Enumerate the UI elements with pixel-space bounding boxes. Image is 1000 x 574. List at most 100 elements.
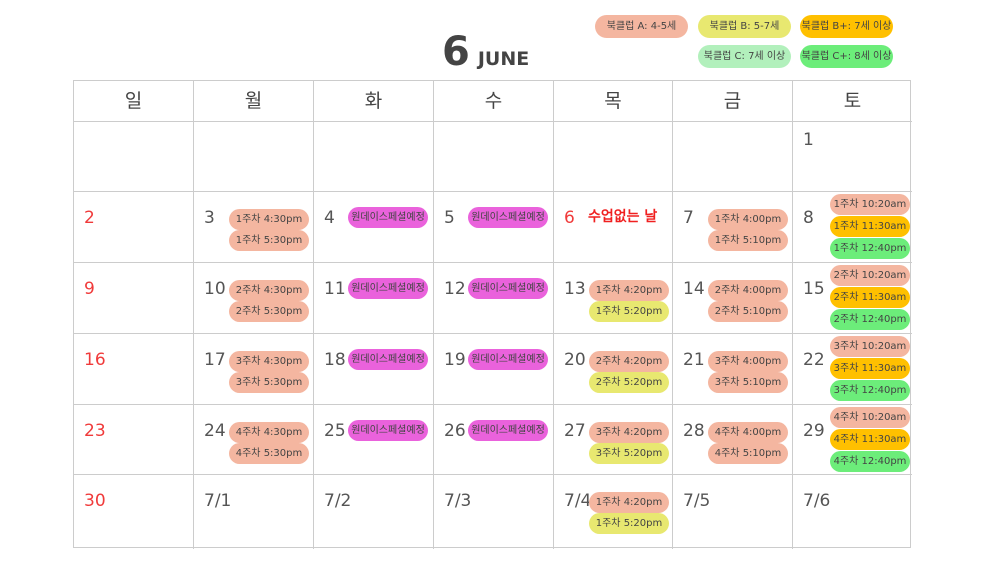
day-number: 25 <box>324 421 346 441</box>
class-event-pill[interactable]: 1주차 4:20pm <box>589 492 669 513</box>
day-cell[interactable]: 23 <box>74 405 194 475</box>
class-event-pill[interactable]: 4주차 4:30pm <box>229 422 309 443</box>
class-event-pill[interactable]: 3주차 5:30pm <box>229 372 309 393</box>
day-number: 2 <box>84 208 95 228</box>
day-cell[interactable]: 17 3주차 4:30pm 3주차 5:30pm <box>194 334 314 405</box>
class-event-pill[interactable]: 2주차 5:10pm <box>708 301 788 322</box>
class-event-pill[interactable]: 1주차 5:10pm <box>708 230 788 251</box>
day-cell[interactable]: 7/5 <box>673 475 793 549</box>
class-event-pill[interactable]: 3주차 5:20pm <box>589 443 669 464</box>
class-event-pill[interactable]: 2주차 5:20pm <box>589 372 669 393</box>
day-cell[interactable] <box>314 122 434 192</box>
day-cell[interactable]: 18 원데이스페셜예정 <box>314 334 434 405</box>
day-cell[interactable] <box>194 122 314 192</box>
oneday-event-pill[interactable]: 원데이스페셜예정 <box>348 207 428 228</box>
day-number: 7/5 <box>683 491 711 511</box>
class-event-pill[interactable]: 3주차 5:10pm <box>708 372 788 393</box>
day-cell[interactable]: 2 <box>74 192 194 263</box>
day-cell[interactable] <box>74 122 194 192</box>
oneday-event-pill[interactable]: 원데이스페셜예정 <box>468 278 548 299</box>
class-event-pill[interactable]: 2주차 5:30pm <box>229 301 309 322</box>
oneday-event-pill[interactable]: 원데이스페셜예정 <box>348 278 428 299</box>
class-event-pill[interactable]: 1주차 5:20pm <box>589 301 669 322</box>
day-cell[interactable]: 4 원데이스페셜예정 <box>314 192 434 263</box>
day-number: 7/6 <box>803 491 831 511</box>
day-cell[interactable] <box>434 122 554 192</box>
day-cell[interactable]: 7/6 <box>793 475 912 549</box>
day-cell[interactable]: 1 <box>793 122 912 192</box>
class-event-pill[interactable]: 4주차 4:00pm <box>708 422 788 443</box>
day-cell[interactable]: 27 3주차 4:20pm 3주차 5:20pm <box>554 405 673 475</box>
day-cell[interactable]: 7/4 1주차 4:20pm 1주차 5:20pm <box>554 475 673 549</box>
oneday-event-pill[interactable]: 원데이스페셜예정 <box>348 349 428 370</box>
day-cell[interactable]: 16 <box>74 334 194 405</box>
day-cell[interactable]: 7/1 <box>194 475 314 549</box>
day-cell[interactable]: 21 3주차 4:00pm 3주차 5:10pm <box>673 334 793 405</box>
day-cell[interactable]: 19 원데이스페셜예정 <box>434 334 554 405</box>
day-number: 7/2 <box>324 491 352 511</box>
class-event-pill[interactable]: 3주차 11:30am <box>830 358 910 379</box>
class-event-pill[interactable]: 1주차 5:30pm <box>229 230 309 251</box>
class-event-pill[interactable]: 2주차 4:00pm <box>708 280 788 301</box>
oneday-event-pill[interactable]: 원데이스페셜예정 <box>468 420 548 441</box>
day-cell[interactable] <box>554 122 673 192</box>
day-cell[interactable]: 15 2주차 10:20am 2주차 11:30am 2주차 12:40pm <box>793 263 912 334</box>
class-event-pill[interactable]: 1주차 10:20am <box>830 194 910 215</box>
oneday-event-pill[interactable]: 원데이스페셜예정 <box>468 349 548 370</box>
class-event-pill[interactable]: 1주차 11:30am <box>830 216 910 237</box>
day-cell[interactable]: 25 원데이스페셜예정 <box>314 405 434 475</box>
day-number: 8 <box>803 208 814 228</box>
month-number: 6 <box>442 29 470 75</box>
day-cell[interactable]: 10 2주차 4:30pm 2주차 5:30pm <box>194 263 314 334</box>
class-event-pill[interactable]: 3주차 12:40pm <box>830 380 910 401</box>
day-cell[interactable]: 30 <box>74 475 194 549</box>
class-event-pill[interactable]: 2주차 11:30am <box>830 287 910 308</box>
day-cell[interactable]: 29 4주차 10:20am 4주차 11:30am 4주차 12:40pm <box>793 405 912 475</box>
day-cell[interactable]: 5 원데이스페셜예정 <box>434 192 554 263</box>
class-event-pill[interactable]: 1주차 5:20pm <box>589 513 669 534</box>
day-number: 16 <box>84 350 106 370</box>
class-event-pill[interactable]: 4주차 5:30pm <box>229 443 309 464</box>
day-cell[interactable]: 12 원데이스페셜예정 <box>434 263 554 334</box>
day-number: 11 <box>324 279 346 299</box>
day-cell[interactable]: 7/2 <box>314 475 434 549</box>
day-cell[interactable]: 13 1주차 4:20pm 1주차 5:20pm <box>554 263 673 334</box>
day-cell[interactable]: 22 3주차 10:20am 3주차 11:30am 3주차 12:40pm <box>793 334 912 405</box>
class-event-pill[interactable]: 2주차 4:20pm <box>589 351 669 372</box>
day-cell[interactable]: 7/3 <box>434 475 554 549</box>
day-cell[interactable]: 3 1주차 4:30pm 1주차 5:30pm <box>194 192 314 263</box>
class-event-pill[interactable]: 3주차 4:20pm <box>589 422 669 443</box>
day-cell[interactable]: 8 1주차 10:20am 1주차 11:30am 1주차 12:40pm <box>793 192 912 263</box>
day-cell[interactable]: 14 2주차 4:00pm 2주차 5:10pm <box>673 263 793 334</box>
class-event-pill[interactable]: 4주차 12:40pm <box>830 451 910 472</box>
day-cell[interactable]: 11 원데이스페셜예정 <box>314 263 434 334</box>
day-cell[interactable]: 9 <box>74 263 194 334</box>
class-event-pill[interactable]: 2주차 4:30pm <box>229 280 309 301</box>
day-cell[interactable] <box>673 122 793 192</box>
day-number: 21 <box>683 350 705 370</box>
class-event-pill[interactable]: 2주차 10:20am <box>830 265 910 286</box>
class-event-pill[interactable]: 3주차 10:20am <box>830 336 910 357</box>
day-cell[interactable]: 7 1주차 4:00pm 1주차 5:10pm <box>673 192 793 263</box>
class-event-pill[interactable]: 4주차 11:30am <box>830 429 910 450</box>
oneday-event-pill[interactable]: 원데이스페셜예정 <box>348 420 428 441</box>
day-number: 3 <box>204 208 215 228</box>
day-number: 18 <box>324 350 346 370</box>
class-event-pill[interactable]: 1주차 4:20pm <box>589 280 669 301</box>
class-event-pill[interactable]: 4주차 5:10pm <box>708 443 788 464</box>
class-event-pill[interactable]: 1주차 12:40pm <box>830 238 910 259</box>
day-cell[interactable]: 24 4주차 4:30pm 4주차 5:30pm <box>194 405 314 475</box>
day-cell[interactable]: 26 원데이스페셜예정 <box>434 405 554 475</box>
day-cell[interactable]: 20 2주차 4:20pm 2주차 5:20pm <box>554 334 673 405</box>
class-event-pill[interactable]: 3주차 4:00pm <box>708 351 788 372</box>
day-cell[interactable]: 6 수업없는 날 <box>554 192 673 263</box>
class-event-pill[interactable]: 1주차 4:00pm <box>708 209 788 230</box>
class-event-pill[interactable]: 1주차 4:30pm <box>229 209 309 230</box>
class-event-pill[interactable]: 4주차 10:20am <box>830 407 910 428</box>
class-event-pill[interactable]: 2주차 12:40pm <box>830 309 910 330</box>
day-number: 5 <box>444 208 455 228</box>
class-event-pill[interactable]: 3주차 4:30pm <box>229 351 309 372</box>
day-cell[interactable]: 28 4주차 4:00pm 4주차 5:10pm <box>673 405 793 475</box>
day-number: 30 <box>84 491 106 511</box>
oneday-event-pill[interactable]: 원데이스페셜예정 <box>468 207 548 228</box>
